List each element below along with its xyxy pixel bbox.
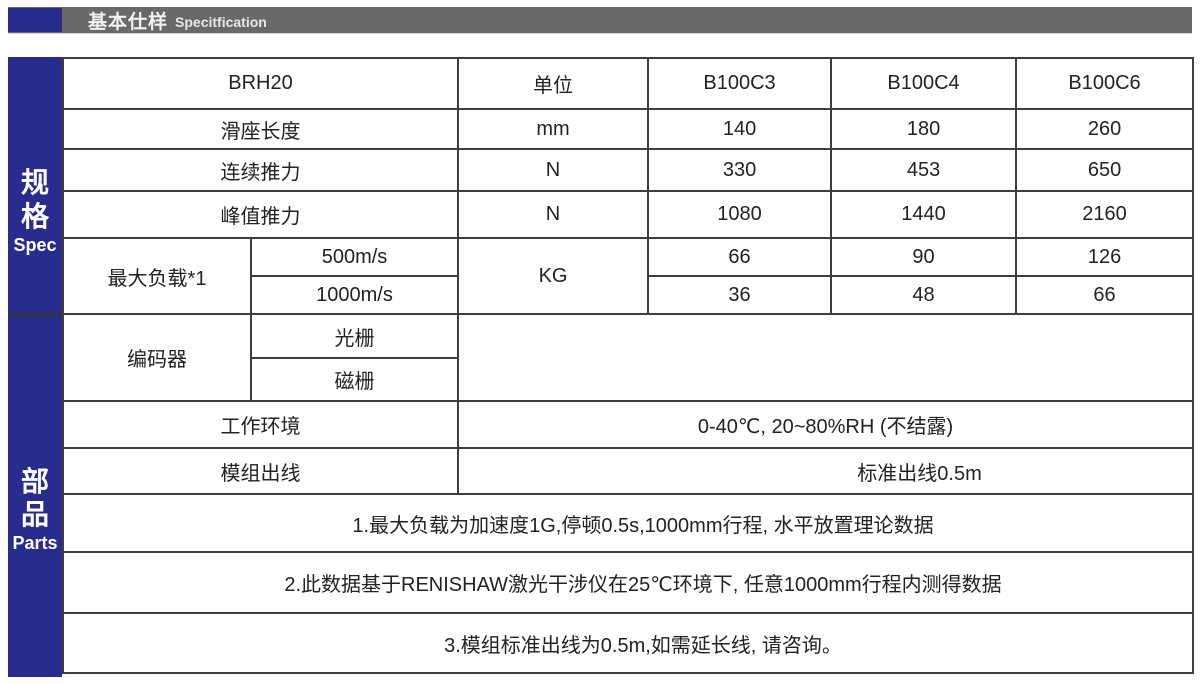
value-cell: 1080 (647, 190, 833, 239)
section-title-cn: 基本仕样 (88, 11, 169, 33)
table-header-row: BRH20 单位 B100C3 B100C4 B100C6 (61, 57, 1195, 110)
note-row-2: 2.此数据基于RENISHAW激光干涉仪在25℃环境下, 任意1000mm行程内… (61, 551, 1195, 614)
model-col-b100c3: B100C3 (647, 57, 833, 110)
sidebar: 规格 Spec 部品 Parts (8, 57, 62, 677)
note-text-2: 2.此数据基于RENISHAW激光干涉仪在25℃环境下, 任意1000mm行程内… (61, 551, 1195, 614)
value-cell: 650 (1015, 148, 1195, 192)
value-cell: 140 (647, 108, 833, 150)
row-continuous-thrust: 连续推力 N 330 453 650 (61, 148, 1195, 192)
spec-table: BRH20 单位 B100C3 B100C4 B100C6 滑座长度 mm 14… (61, 57, 1195, 674)
row-label: 滑座长度 (61, 108, 460, 150)
row-max-load-500: 最大负载*1 500m/s KG 66 90 126 (62, 237, 1195, 315)
row-max-load-1000: 1000m/s 36 48 66 (63, 275, 1195, 315)
row-label: 工作环境 (61, 400, 460, 449)
sidebar-section-parts: 部品 Parts (8, 313, 62, 677)
unit-cell-kg: KG (457, 237, 650, 315)
row-environment: 工作环境 0-40℃, 20~80%RH (不结露) (61, 400, 1195, 449)
sub-label-magnetic-scale: 磁栅 (249, 357, 460, 402)
value-cell: 1440 (830, 190, 1018, 239)
encoder-empty-cell (457, 313, 1195, 402)
value-cell: 330 (647, 148, 833, 192)
note-text-3: 3.模组标准出线为0.5m,如需延长线, 请咨询。 (61, 612, 1195, 674)
sub-label-optical-scale: 光栅 (249, 313, 460, 359)
sidebar-spec-label-en: Spec (13, 234, 57, 255)
row-label: 模组出线 (61, 447, 460, 495)
unit-cell: mm (457, 108, 650, 150)
header-accent-block (8, 8, 62, 32)
value-cell: 66 (647, 237, 833, 277)
row-label-max-load: 最大负载*1 (62, 237, 252, 315)
sidebar-spec-label-cn: 规格 (20, 167, 49, 232)
note-row-1: 1.最大负载为加速度1G,停顿0.5s,1000mm行程, 水平放置理论数据 (61, 493, 1195, 553)
row-encoder-optical: 编码器 光栅 (62, 313, 1195, 402)
note-row-3: 3.模组标准出线为0.5m,如需延长线, 请咨询。 (61, 612, 1195, 674)
value-cell: 2160 (1015, 190, 1195, 239)
value-cell: 48 (830, 275, 1018, 315)
model-col-b100c4: B100C4 (830, 57, 1018, 110)
value-cell: 36 (647, 275, 833, 315)
row-encoder-magnetic: 磁栅 (63, 357, 1193, 402)
value-cell: 90 (830, 237, 1018, 277)
value-cell: 66 (1015, 275, 1195, 315)
section-header-bar: 基本仕样 Specitfication (8, 7, 1192, 34)
row-slide-length: 滑座长度 mm 140 180 260 (61, 108, 1195, 150)
section-title-en: Specitfication (175, 13, 267, 30)
row-label: 连续推力 (61, 148, 460, 192)
value-cell: 126 (1015, 237, 1195, 277)
unit-header-cell: 单位 (457, 57, 650, 110)
sub-label-500ms: 500m/s (249, 237, 460, 277)
sidebar-section-spec: 规格 Spec (8, 57, 62, 313)
row-cable: 模组出线 标准出线0.5m (61, 447, 1195, 495)
row-label: 峰值推力 (61, 190, 460, 239)
value-cell: 260 (1015, 108, 1195, 150)
environment-value-cell: 0-40℃, 20~80%RH (不结露) (457, 400, 1195, 449)
value-cell: 453 (830, 148, 1018, 192)
model-col-b100c6: B100C6 (1015, 57, 1195, 110)
note-text-1: 1.最大负载为加速度1G,停顿0.5s,1000mm行程, 水平放置理论数据 (61, 493, 1195, 553)
row-label-encoder: 编码器 (62, 313, 252, 402)
sidebar-parts-label-en: Parts (12, 533, 58, 554)
cable-value-cell: 标准出线0.5m (457, 447, 1195, 495)
sidebar-parts-label-cn: 部品 (20, 465, 49, 530)
value-cell: 180 (830, 108, 1018, 150)
model-name-cell: BRH20 (61, 57, 460, 110)
row-peak-thrust: 峰值推力 N 1080 1440 2160 (61, 190, 1195, 239)
sub-label-1000ms: 1000m/s (249, 275, 460, 315)
unit-cell: N (457, 190, 650, 239)
unit-cell: N (457, 148, 650, 192)
